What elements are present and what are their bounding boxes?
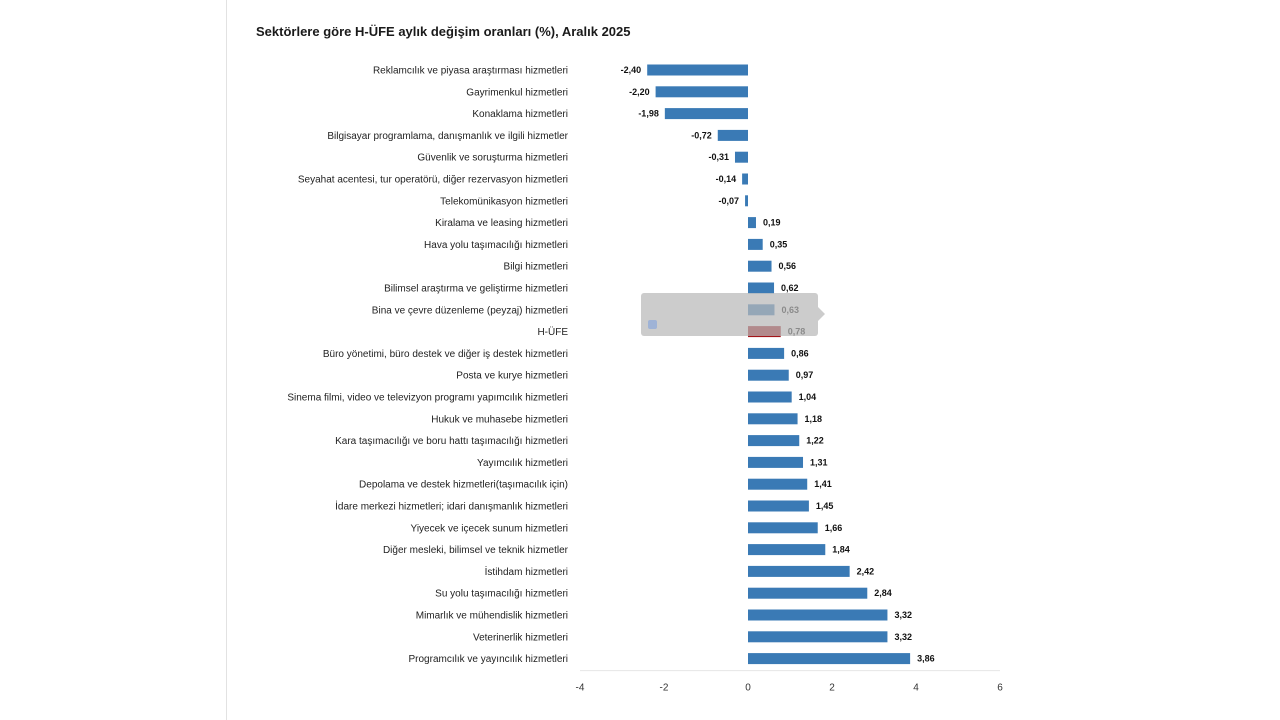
bar — [748, 456, 804, 468]
value-label: 1,31 — [810, 457, 828, 467]
category-label: Bilimsel araştırma ve geliştirme hizmetl… — [384, 284, 568, 295]
category-label: Posta ve kurye hizmetleri — [456, 371, 568, 382]
category-label: İstihdam hizmetleri — [485, 565, 568, 578]
bar — [748, 565, 850, 577]
category-label: Su yolu taşımacılığı hizmetleri — [435, 589, 568, 600]
value-label: 1,18 — [805, 414, 823, 424]
category-label: Bilgi hizmetleri — [504, 262, 568, 273]
hover-tooltip — [641, 293, 818, 336]
bar — [748, 238, 763, 250]
category-label: Reklamcılık ve piyasa araştırması hizmet… — [373, 66, 568, 77]
x-tick-label: 2 — [829, 683, 835, 694]
value-label: 2,42 — [857, 566, 875, 576]
value-label: 0,97 — [796, 370, 814, 380]
category-label: Veterinerlik hizmetleri — [473, 632, 568, 643]
value-label: -0,72 — [691, 130, 712, 140]
category-label: Seyahat acentesi, tur operatörü, diğer r… — [298, 175, 568, 186]
category-label: Bina ve çevre düzenleme (peyzaj) hizmetl… — [372, 305, 568, 316]
category-label: Programcılık ve yayıncılık hizmetleri — [409, 654, 569, 665]
value-label: -2,40 — [621, 65, 642, 75]
category-label: Hukuk ve muhasebe hizmetleri — [431, 414, 568, 425]
bar — [734, 151, 748, 163]
bar — [647, 64, 748, 76]
bar — [748, 282, 775, 294]
category-label: Yayımcılık hizmetleri — [477, 458, 568, 469]
bar — [748, 391, 792, 403]
bar — [748, 587, 868, 599]
value-label: -0,07 — [719, 196, 740, 206]
value-label: 3,32 — [894, 632, 912, 642]
bar — [655, 86, 748, 98]
bar — [748, 522, 818, 534]
category-label: Diğer mesleki, bilimsel ve teknik hizmet… — [383, 545, 569, 556]
category-label: Hava yolu taşımacılığı hizmetleri — [424, 240, 568, 251]
value-label: 1,04 — [799, 392, 817, 402]
bar — [748, 413, 798, 425]
category-label: Telekomünikasyon hizmetleri — [440, 196, 568, 207]
value-label: 0,19 — [763, 218, 781, 228]
page-divider — [226, 0, 227, 720]
value-label: -1,98 — [638, 109, 659, 119]
category-label: İdare merkezi hizmetleri; idari danışman… — [335, 500, 568, 513]
bar — [748, 544, 826, 556]
bar — [748, 653, 911, 665]
value-label: 3,86 — [917, 654, 935, 664]
bar — [748, 631, 888, 643]
x-tick-label: 6 — [997, 683, 1003, 694]
category-label: Güvenlik ve soruşturma hizmetleri — [417, 153, 568, 164]
value-label: 0,35 — [770, 239, 788, 249]
bar — [748, 609, 888, 621]
x-tick-label: 4 — [913, 683, 919, 694]
category-label: Gayrimenkul hizmetleri — [466, 87, 568, 98]
bar — [748, 500, 809, 512]
bar — [748, 217, 756, 229]
category-label: Büro yönetimi, büro destek ve diğer iş d… — [323, 349, 568, 360]
x-tick-label: -4 — [576, 683, 585, 694]
bar — [748, 260, 772, 272]
tooltip-series-swatch — [648, 320, 657, 329]
bar — [748, 347, 785, 359]
tooltip-arrow — [818, 307, 825, 321]
bar — [664, 108, 748, 120]
value-label: 0,86 — [791, 348, 809, 358]
value-label: 1,66 — [825, 523, 843, 533]
value-label: 2,84 — [874, 588, 892, 598]
bar — [748, 369, 789, 381]
category-label: Depolama ve destek hizmetleri(taşımacılı… — [359, 480, 568, 491]
bar — [748, 435, 800, 447]
bar — [717, 129, 748, 141]
x-tick-label: -2 — [660, 683, 669, 694]
value-label: 0,62 — [781, 283, 799, 293]
value-label: -0,14 — [716, 174, 737, 184]
value-label: 1,84 — [832, 545, 850, 555]
bar — [742, 173, 748, 185]
bar — [745, 195, 748, 207]
value-label: 1,22 — [806, 436, 824, 446]
category-label: Bilgisayar programlama, danışmanlık ve i… — [327, 131, 568, 142]
category-label: Kara taşımacılığı ve boru hattı taşımacı… — [335, 436, 568, 447]
category-label: Sinema filmi, video ve televizyon progra… — [287, 393, 568, 404]
category-label: Mimarlık ve mühendislik hizmetleri — [416, 611, 568, 622]
value-label: 3,32 — [894, 610, 912, 620]
category-label: H-ÜFE — [537, 326, 568, 338]
bar — [748, 478, 808, 490]
value-label: 1,45 — [816, 501, 834, 511]
category-label: Kiralama ve leasing hizmetleri — [435, 218, 568, 229]
value-label: -0,31 — [708, 152, 729, 162]
value-label: 1,41 — [814, 479, 832, 489]
chart-title: Sektörlere göre H-ÜFE aylık değişim oran… — [256, 24, 631, 39]
category-label: Konaklama hizmetleri — [472, 109, 568, 120]
category-label: Yiyecek ve içecek sunum hizmetleri — [411, 523, 568, 534]
value-label: -2,20 — [629, 87, 650, 97]
x-tick-label: 0 — [745, 683, 751, 694]
value-label: 0,56 — [779, 261, 797, 271]
